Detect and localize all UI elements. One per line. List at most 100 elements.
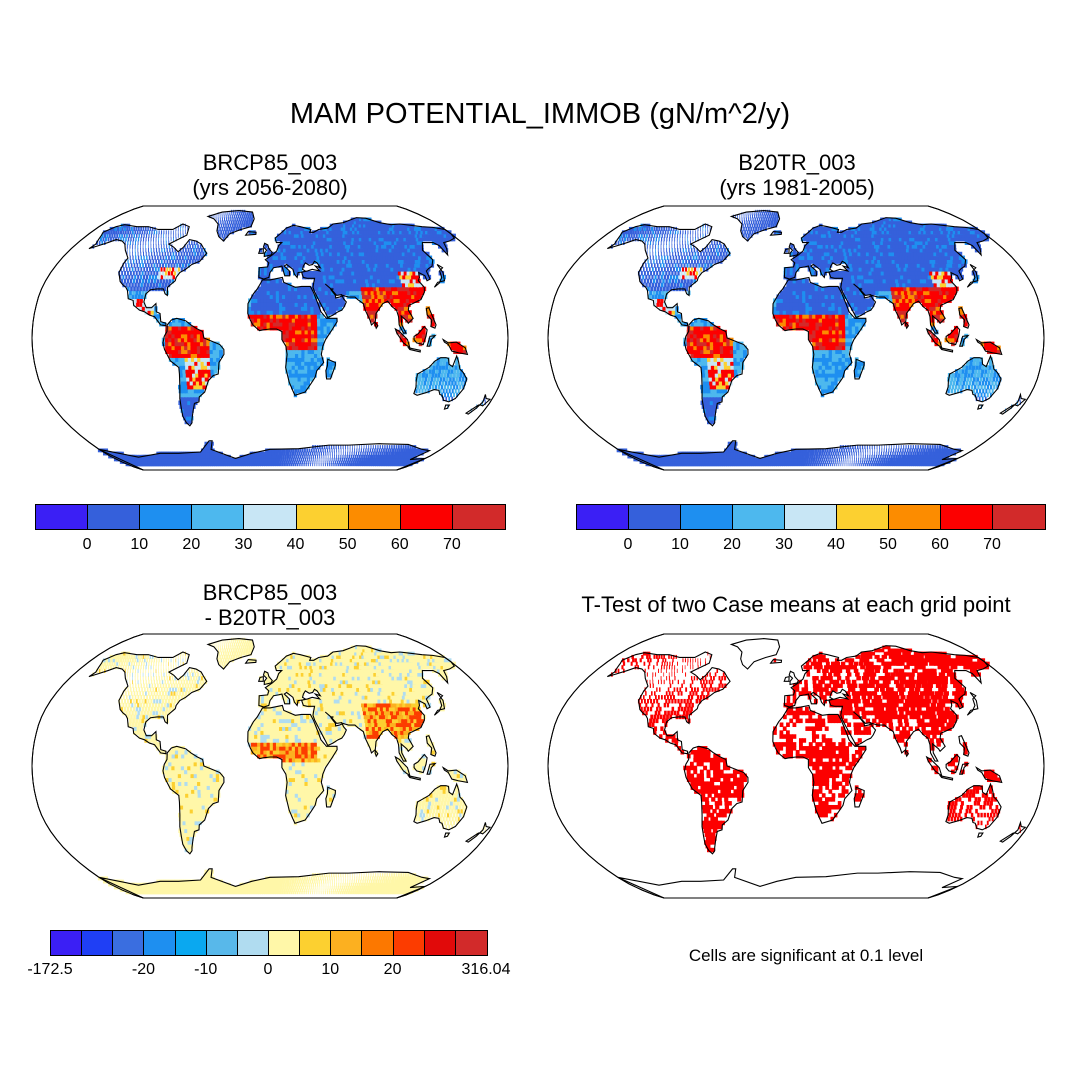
- colorbar-tick-label: 60: [390, 536, 409, 553]
- colorbar-swatch: [393, 931, 425, 955]
- colorbar-tick-label: 30: [775, 536, 793, 553]
- map-land-cells: [611, 645, 1021, 853]
- colorbar-swatch: [36, 505, 89, 529]
- coastline-africa: [247, 276, 338, 396]
- coastline-antarctica: [98, 868, 432, 899]
- colorbar-swatch: [629, 505, 681, 529]
- colorbar-swatch: [889, 505, 941, 529]
- colorbar-swatch: [400, 505, 453, 529]
- coastline-srilanka: [374, 320, 379, 330]
- coastline-australia: [413, 354, 468, 403]
- colorbar-swatch: [244, 505, 297, 529]
- coastline-newzealand: [464, 822, 492, 843]
- colorbar-tick-label: 50: [879, 536, 897, 553]
- coastline-southamerica: [162, 317, 225, 427]
- panel-title-diff: BRCP85_003 - B20TR_003: [202, 580, 338, 630]
- colorbar-tick-label: 0: [82, 536, 92, 553]
- colorbar-swatch: [362, 931, 394, 955]
- coastline-iceland: [244, 230, 257, 236]
- coastline-newzealand: [999, 820, 1027, 843]
- colorbar-swatch: [837, 505, 889, 529]
- coastline-ireland: [783, 247, 790, 254]
- coastline-tasmania: [443, 832, 451, 838]
- colorbar-swatch: [175, 931, 207, 955]
- colorbar-tick-label: 50: [338, 536, 357, 553]
- coastline-philippines: [425, 735, 437, 757]
- coastline-australia: [945, 782, 1002, 831]
- coastline-newguinea: [441, 766, 469, 784]
- colorbar-diff: [50, 930, 488, 956]
- colorbar-swatch: [424, 931, 456, 955]
- coastline-java: [407, 774, 421, 781]
- map-frame: [31, 633, 509, 899]
- coastline-ireland: [257, 247, 264, 254]
- coastline-eurasia: [783, 217, 989, 334]
- map-brcp85: [31, 205, 509, 471]
- coastline-sulawesi: [958, 334, 970, 347]
- coastline-japan: [966, 263, 979, 288]
- coastline-eurasia: [258, 645, 456, 762]
- coastline-borneo: [945, 325, 961, 346]
- colorbar-tick-label: 10: [321, 961, 340, 978]
- colorbar-swatch: [348, 505, 401, 529]
- coastline-srilanka: [905, 321, 910, 330]
- coastline-northamerica: [88, 223, 208, 327]
- coastline-philippines: [958, 307, 970, 329]
- coastline-australia: [945, 354, 1002, 403]
- colorbar-tick-label: 316.04: [461, 961, 511, 978]
- coastline-africa: [247, 704, 338, 824]
- significance-note: Cells are significant at 0.1 level: [688, 946, 924, 965]
- coastline-java: [939, 774, 954, 781]
- coastline-newguinea: [441, 338, 469, 356]
- coastline-madagascar: [853, 786, 865, 808]
- colorbar-tick-label: 0: [263, 961, 273, 978]
- colorbar-swatch: [455, 931, 487, 955]
- colorbar-tick-label: -20: [131, 961, 155, 978]
- map-diff: [31, 633, 509, 899]
- coastline-madagascar: [853, 358, 865, 380]
- map-land-cells: [92, 637, 486, 895]
- colorbar-ticks-b20tr: 0 10 20 30 40 50 60 70: [576, 536, 1046, 556]
- coastline-southamerica: [162, 745, 225, 855]
- coastline-java: [939, 346, 954, 353]
- coastline-northamerica: [607, 651, 731, 755]
- coastline-sulawesi: [426, 762, 437, 775]
- coastline-iceland: [769, 230, 783, 236]
- coastline-newguinea: [975, 766, 1003, 784]
- coastline-australia: [413, 782, 468, 831]
- colorbar-swatch: [192, 505, 245, 529]
- colorbar-swatch: [88, 505, 141, 529]
- coastline-africa: [772, 276, 867, 396]
- coastline-japan: [966, 691, 979, 716]
- colorbar-swatch: [993, 505, 1045, 529]
- colorbar-swatch: [300, 931, 332, 955]
- colorbar-swatch: [296, 505, 349, 529]
- coastline-northamerica: [88, 651, 208, 755]
- coastline-greenland: [206, 638, 255, 670]
- coastline-japan: [433, 691, 446, 716]
- colorbar-swatch: [113, 931, 145, 955]
- coastline-philippines: [425, 307, 437, 329]
- colorbar-tick-label: 20: [383, 961, 402, 978]
- coastline-southamerica: [683, 317, 749, 427]
- colorbar-tick-label: 10: [130, 536, 149, 553]
- coastline-java: [407, 346, 421, 353]
- colorbar-swatch: [144, 931, 176, 955]
- colorbar-brcp85: [35, 504, 506, 530]
- map-frame: [31, 633, 509, 899]
- colorbar-swatch: [681, 505, 733, 529]
- map-frame: [31, 205, 509, 471]
- colorbar-tick-label: 60: [931, 536, 949, 553]
- colorbar-tick-label: 70: [442, 536, 461, 553]
- coastline-srilanka: [374, 748, 379, 758]
- coastline-britain: [788, 670, 800, 686]
- colorbar-swatch: [268, 931, 301, 955]
- map-frame: [547, 205, 1045, 471]
- colorbar-tick-label: 20: [723, 536, 741, 553]
- coastline-japan: [433, 263, 446, 288]
- coastline-tasmania: [976, 404, 984, 410]
- colorbar-swatch: [140, 505, 193, 529]
- coastline-ireland: [783, 675, 790, 682]
- colorbar-swatch: [577, 505, 629, 529]
- map-ttest: [547, 633, 1045, 899]
